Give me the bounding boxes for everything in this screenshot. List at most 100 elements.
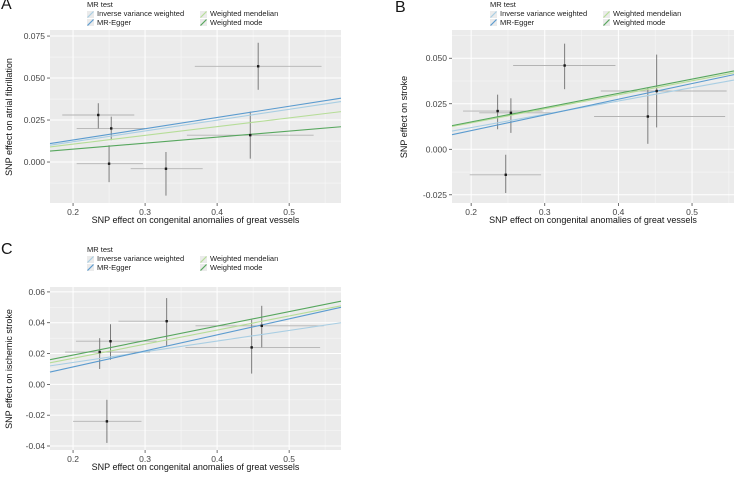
y-tick-label: 0.050	[426, 53, 448, 63]
y-tick-label: 0.025	[24, 115, 46, 125]
legend-key-icon	[200, 264, 207, 272]
legend-item: MR-Egger	[87, 263, 200, 273]
regression-line-inverse-variance-weighted	[49, 101, 342, 146]
x-tick-label: 0.5	[283, 454, 295, 464]
regression-line-mr-egger	[451, 74, 735, 136]
regression-line-weighted-mendelian	[451, 72, 735, 128]
panel-a: A MR test Inverse variance weighted MR-Eg…	[0, 0, 368, 243]
legend-items: Inverse variance weighted MR-Egger Weighte…	[490, 9, 682, 28]
data-point	[105, 420, 109, 423]
legend-item-label: MR-Egger	[97, 17, 132, 27]
legend-item-label: Inverse variance weighted	[97, 9, 185, 18]
legend-item-label: Weighted mode	[613, 17, 666, 27]
legend-key-line	[200, 255, 207, 263]
legend-key-icon	[603, 10, 610, 18]
x-tick-label: 0.4	[211, 207, 223, 217]
legend-key-icon	[87, 264, 94, 272]
legend-items: Inverse variance weighted MR-Egger Weighte…	[87, 254, 278, 273]
x-tick-label: 0.2	[465, 207, 477, 217]
legend-key-line	[200, 10, 207, 18]
legend-title: MR test	[87, 0, 113, 9]
legend-item: Weighted mode	[603, 17, 681, 28]
legend-key-icon	[87, 255, 94, 263]
legend-item: Weighted mendelian	[200, 254, 278, 264]
data-point	[260, 324, 263, 328]
data-point	[509, 111, 513, 115]
data-point	[504, 173, 507, 176]
data-point	[496, 109, 499, 113]
y-tick-label: 0.000	[426, 144, 448, 154]
regression-line-weighted-mode	[49, 300, 342, 361]
data-point	[250, 346, 253, 349]
legend-item: MR-Egger	[87, 17, 200, 28]
legend-key-icon	[87, 19, 94, 27]
y-tick-label: 0.06	[28, 287, 45, 297]
data-point	[98, 350, 101, 354]
panel-c-label: C	[1, 241, 14, 258]
y-tick-label: -0.04	[26, 441, 46, 451]
regression-line-weighted-mendelian	[49, 305, 342, 364]
plot-background	[50, 287, 341, 450]
legend-item-label: Inverse variance weighted	[97, 254, 185, 263]
legend-key-line	[200, 264, 207, 272]
data-point	[110, 127, 113, 130]
x-tick-label: 0.5	[283, 207, 295, 217]
data-point	[655, 89, 658, 93]
panel-a-label: A	[1, 0, 13, 13]
legend-item: Weighted mode	[200, 262, 278, 273]
data-point	[646, 115, 650, 118]
legend-item-label: Weighted mode	[210, 17, 263, 27]
legend-key-icon	[490, 10, 497, 18]
legend-item: Inverse variance weighted	[490, 9, 603, 19]
legend-key-line	[200, 19, 207, 27]
regression-line-mr-egger	[49, 306, 342, 373]
x-tick-label: 0.2	[67, 454, 79, 464]
data-point	[249, 133, 252, 137]
legend-item-label: Weighted mendelian	[613, 9, 682, 18]
legend-key-icon	[200, 255, 207, 263]
legend-key-line	[87, 264, 94, 272]
regression-line-inverse-variance-weighted	[451, 79, 735, 132]
x-tick-label: 0.3	[139, 207, 151, 217]
regression-line-mr-egger	[49, 97, 342, 145]
panel-b: B MR test Inverse variance weighted MR-Eg…	[368, 0, 736, 243]
legend-item: Weighted mendelian	[200, 9, 279, 19]
x-axis-title: SNP effect on congenital anomalies of gr…	[489, 215, 697, 225]
legend-key-line	[490, 19, 497, 27]
y-tick-label: 0.02	[28, 349, 45, 359]
y-tick-label: 0.075	[24, 31, 46, 41]
legend-key-line	[87, 19, 94, 27]
y-tick-label: 0.025	[426, 99, 448, 109]
legend-key-line	[87, 255, 94, 263]
legend-title: MR test	[490, 0, 516, 9]
x-axis-title: SNP effect on congenital anomalies of gr…	[91, 462, 300, 472]
legend-key-icon	[200, 10, 207, 18]
panel-c: C MR test Inverse variance weighted MR-Eg…	[0, 241, 368, 486]
data-point	[107, 162, 111, 165]
panel-a-legend: MR test Inverse variance weighted MR-Egge…	[87, 1, 278, 27]
data-point	[109, 340, 112, 343]
legend-item: MR-Egger	[490, 18, 603, 28]
x-tick-label: 0.2	[67, 207, 79, 217]
legend-item: Inverse variance weighted	[87, 254, 200, 264]
legend-title: MR test	[87, 245, 113, 254]
regression-line-inverse-variance-weighted	[49, 322, 342, 367]
x-tick-label: 0.4	[211, 454, 223, 464]
x-tick-label: 0.3	[139, 454, 151, 464]
legend-item: Weighted mode	[200, 17, 278, 28]
legend-items: Inverse variance weighted MR-Egger Weighte…	[87, 9, 279, 28]
legend-item-label: Weighted mode	[210, 262, 263, 272]
regression-line-weighted-mode	[451, 70, 735, 127]
y-tick-label: 0.04	[28, 318, 45, 328]
y-tick-label: -0.025	[423, 190, 447, 200]
panel-b-label: B	[395, 0, 407, 16]
plot-area-b: 0.2 0.3 0.4 0.5 -0.025 0.000 0.025 0.050	[423, 30, 735, 217]
data-point	[563, 64, 566, 67]
plot-area-a: 0.2 0.3 0.4 0.5 0.000 0.025 0.050 0.075	[24, 30, 342, 217]
legend-item-label: Weighted mendelian	[210, 9, 279, 18]
regression-line-weighted-mendelian	[49, 111, 342, 148]
y-tick-label: -0.02	[26, 410, 46, 420]
panel-b-legend: MR test Inverse variance weighted MR-Egge…	[490, 1, 681, 27]
x-tick-label: 0.3	[539, 207, 551, 217]
